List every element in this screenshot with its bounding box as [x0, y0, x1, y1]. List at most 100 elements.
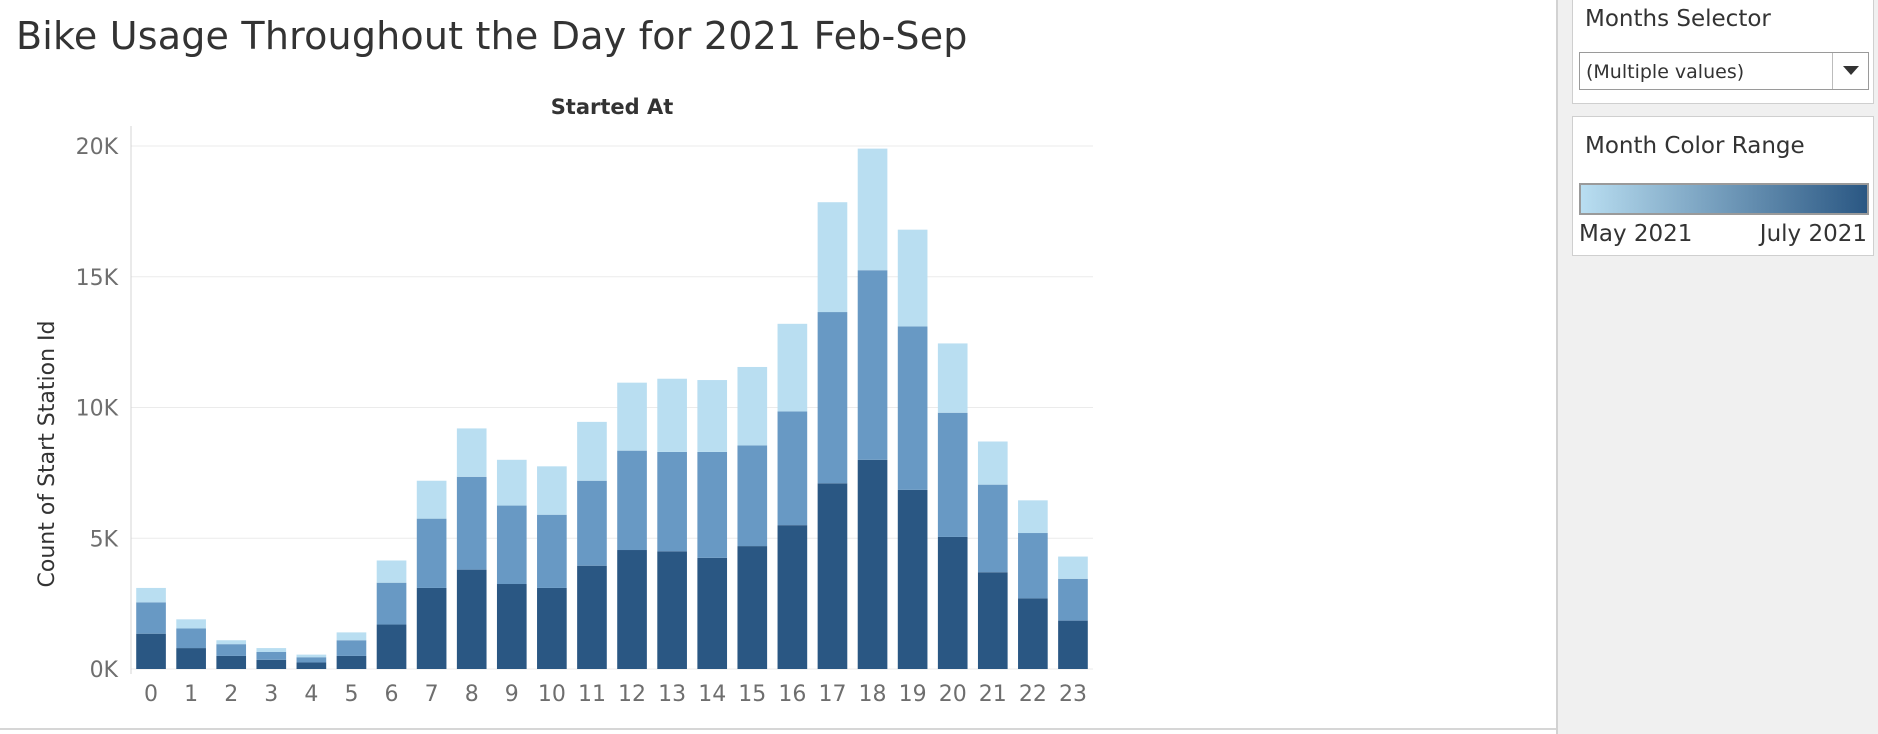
bar-segment[interactable] — [577, 421, 607, 481]
x-tick-label: 22 — [1019, 682, 1047, 707]
bar-segment[interactable] — [336, 632, 367, 641]
bar-segment[interactable] — [216, 655, 247, 669]
x-tick-label: 14 — [698, 682, 726, 707]
bar-segment[interactable] — [777, 411, 808, 526]
bar-segment[interactable] — [857, 459, 888, 669]
x-tick-label: 2 — [224, 682, 238, 707]
bar-segment[interactable] — [1058, 556, 1088, 579]
bar-segment[interactable] — [296, 662, 327, 669]
y-axis-label: Count of Start Station Id — [35, 321, 60, 588]
bar-segment[interactable] — [937, 536, 968, 669]
bar-segment[interactable] — [737, 445, 768, 547]
chart-area: Bike Usage Throughout the Day for 2021 F… — [0, 14, 1556, 730]
bar-segment[interactable] — [496, 505, 527, 585]
bar-segment[interactable] — [416, 518, 447, 588]
bar-segment[interactable] — [977, 572, 1008, 669]
bar-segment[interactable] — [657, 551, 687, 669]
bar-segment[interactable] — [577, 480, 607, 566]
bar-segment[interactable] — [777, 323, 808, 412]
chart-title: Started At — [551, 95, 674, 119]
bar-segment[interactable] — [577, 565, 607, 669]
y-tick-label: 10K — [76, 397, 119, 422]
bar-segment[interactable] — [456, 569, 487, 669]
bar-segment[interactable] — [697, 451, 728, 558]
y-tick-label: 15K — [76, 266, 119, 291]
bar-segment[interactable] — [857, 270, 888, 460]
months-selector-title: Months Selector — [1585, 6, 1771, 32]
x-axis-ticks: 0 1 2 3 4 5 6 7 8 9 10 11 12 13 14 15 16 17 18 19 20 21 22 23 — [144, 682, 1087, 707]
bar-segment[interactable] — [937, 343, 968, 413]
y-tick-label: 5K — [90, 527, 119, 552]
bar-segment[interactable] — [176, 648, 206, 669]
bar-segment[interactable] — [737, 546, 768, 669]
x-tick-label: 12 — [618, 682, 646, 707]
bar-segment[interactable] — [1058, 620, 1088, 669]
bar-segment[interactable] — [617, 382, 647, 451]
bar-segment[interactable] — [817, 312, 848, 484]
bar-segment[interactable] — [1018, 533, 1048, 599]
bar-segment[interactable] — [296, 654, 327, 658]
x-tick-label: 18 — [859, 682, 887, 707]
x-tick-label: 6 — [385, 682, 399, 707]
bar-segment[interactable] — [777, 525, 808, 669]
bar-segment[interactable] — [897, 229, 928, 327]
bar-segment[interactable] — [817, 202, 848, 313]
bar-segment[interactable] — [136, 602, 166, 634]
bar-segment[interactable] — [176, 619, 206, 629]
bar-segment[interactable] — [216, 644, 247, 656]
bar-segment[interactable] — [416, 480, 447, 519]
bar-segment[interactable] — [136, 587, 166, 603]
bar-segment[interactable] — [977, 441, 1008, 485]
bar-segment[interactable] — [977, 484, 1008, 573]
bar-segment[interactable] — [857, 148, 888, 271]
bar-segment[interactable] — [456, 476, 487, 570]
bar-segment[interactable] — [336, 655, 367, 669]
y-tick-label: 20K — [76, 135, 119, 160]
bar-segment[interactable] — [657, 378, 687, 452]
bar-segment[interactable] — [376, 624, 407, 669]
x-tick-label: 11 — [578, 682, 606, 707]
bar-segment[interactable] — [617, 550, 647, 669]
bar-segment[interactable] — [256, 659, 287, 669]
x-tick-label: 16 — [778, 682, 806, 707]
x-tick-label: 3 — [264, 682, 278, 707]
bar-segment[interactable] — [537, 466, 567, 515]
bar-segment[interactable] — [537, 514, 567, 588]
bar-segment[interactable] — [296, 657, 327, 663]
bar-segment[interactable] — [537, 587, 567, 669]
bar-segment[interactable] — [256, 652, 287, 660]
bar-segment[interactable] — [416, 587, 447, 669]
bar-segment[interactable] — [817, 483, 848, 669]
bar-segment[interactable] — [1018, 500, 1048, 534]
color-legend-title: Month Color Range — [1585, 133, 1805, 159]
bar-segment[interactable] — [456, 428, 487, 477]
bar-segment[interactable] — [376, 582, 407, 625]
bar-segment[interactable] — [256, 648, 287, 652]
bar-segment[interactable] — [176, 628, 206, 649]
bar-segment[interactable] — [737, 366, 768, 446]
bar-segment[interactable] — [697, 557, 728, 669]
x-tick-label: 9 — [505, 682, 519, 707]
y-axis-ticks: 0K 5K 10K 15K 20K — [76, 135, 119, 683]
bar-segment[interactable] — [136, 633, 166, 669]
bar-segment[interactable] — [897, 326, 928, 490]
bar-segment[interactable] — [1058, 578, 1088, 621]
bar-segment[interactable] — [216, 640, 247, 645]
bar-segment[interactable] — [496, 584, 527, 669]
bar-segment[interactable] — [376, 560, 407, 583]
gridlines — [131, 145, 1093, 670]
bar-segment[interactable] — [336, 640, 367, 656]
bar-segment[interactable] — [617, 450, 647, 551]
x-tick-label: 4 — [304, 682, 318, 707]
bars — [136, 148, 1088, 669]
bar-segment[interactable] — [697, 380, 728, 452]
dropdown-button[interactable] — [1832, 53, 1868, 89]
months-dropdown[interactable]: (Multiple values) — [1579, 52, 1869, 90]
x-tick-label: 10 — [538, 682, 566, 707]
bar-segment[interactable] — [937, 412, 968, 537]
bar-segment[interactable] — [496, 459, 527, 506]
bar-segment[interactable] — [897, 489, 928, 669]
y-tick-label: 0K — [90, 658, 119, 683]
bar-segment[interactable] — [657, 451, 687, 552]
bar-segment[interactable] — [1018, 598, 1048, 669]
